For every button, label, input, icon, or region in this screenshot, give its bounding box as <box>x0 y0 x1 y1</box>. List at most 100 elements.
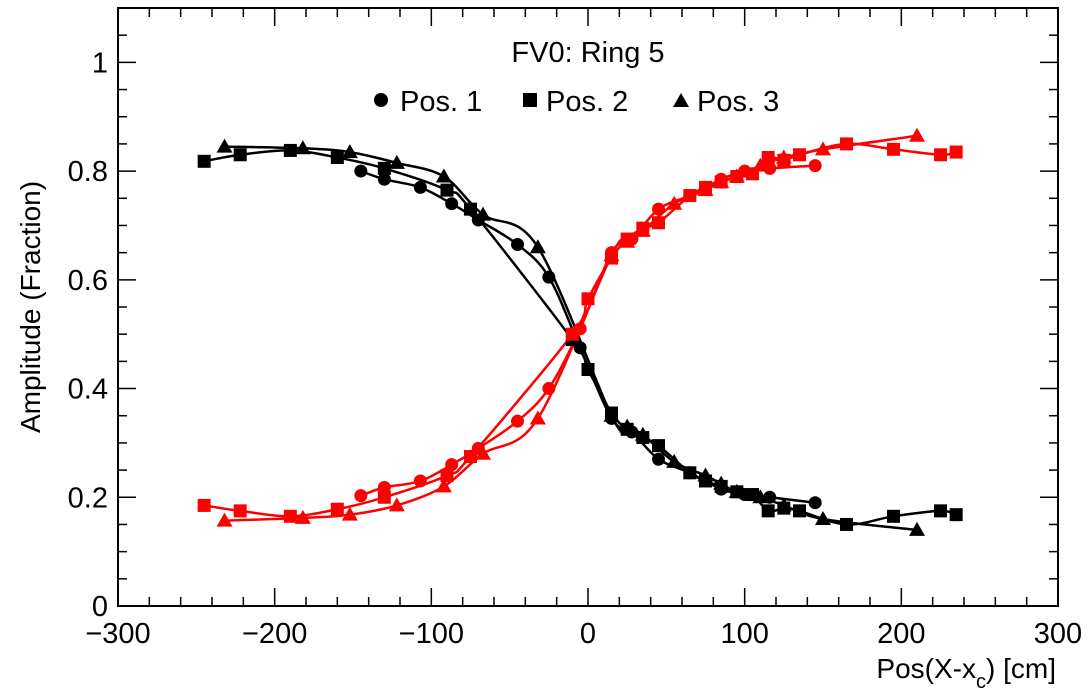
data-point-triangle <box>216 138 233 153</box>
data-point-circle <box>445 458 459 472</box>
data-point-square <box>330 151 344 164</box>
legend-marker-triangle <box>673 93 689 107</box>
data-point-square <box>377 161 391 175</box>
data-point-circle <box>354 489 368 503</box>
data-point-triangle <box>529 410 546 425</box>
data-point-triangle <box>435 168 452 183</box>
data-point-square <box>581 363 595 377</box>
data-point-circle <box>542 382 556 396</box>
data-point-circle <box>377 172 391 186</box>
data-point-triangle <box>815 511 831 526</box>
data-point-square <box>840 517 853 531</box>
data-point-square <box>233 504 247 518</box>
data-point-triangle <box>619 418 636 433</box>
data-point-triangle <box>603 407 620 422</box>
data-point-square <box>565 327 579 341</box>
data-point-circle <box>808 159 822 173</box>
y-axis-label: Amplitude (Fraction) <box>15 181 46 433</box>
data-point-triangle <box>666 195 683 210</box>
data-point-square <box>377 490 391 504</box>
data-point-square <box>840 137 853 151</box>
data-point-triangle <box>815 141 831 156</box>
data-point-triangle <box>713 475 730 490</box>
data-point-triangle <box>728 483 745 498</box>
data-point-triangle <box>475 206 492 221</box>
data-point-triangle <box>697 182 714 197</box>
data-point-triangle <box>713 173 730 188</box>
data-point-triangle <box>909 521 925 536</box>
x-tick-label: 100 <box>720 618 768 650</box>
data-point-triangle <box>619 233 636 248</box>
legend-label-pos3: Pos. 3 <box>697 86 779 118</box>
data-point-square <box>949 145 963 159</box>
data-point-triangle <box>341 144 358 159</box>
x-axis-label-subscript: c <box>976 671 986 693</box>
axis-ticks <box>117 7 1059 607</box>
data-point-square <box>761 151 775 164</box>
data-point-circle <box>445 197 459 211</box>
data-point-square <box>887 509 900 523</box>
data-point-square <box>440 469 454 483</box>
data-point-triangle <box>388 497 405 512</box>
data-point-square <box>652 216 665 230</box>
data-point-triangle <box>752 157 769 172</box>
data-point-triangle <box>728 168 745 183</box>
data-point-triangle <box>697 467 714 482</box>
y-tick-label: 0.8 <box>68 156 108 188</box>
data-point-triangle <box>294 140 311 155</box>
data-point-triangle <box>775 497 792 512</box>
data-point-triangle <box>634 222 651 237</box>
legend-marker-circle <box>374 93 388 107</box>
data-point-circle <box>377 480 391 494</box>
data-point-square <box>934 504 947 518</box>
y-tick-label: 0.2 <box>68 482 108 514</box>
data-point-triangle <box>775 149 792 164</box>
legend: Pos. 1 Pos. 2 Pos. 3 <box>374 86 779 118</box>
data-point-square <box>934 148 947 162</box>
data-point-square <box>283 143 297 157</box>
x-tick-label: −100 <box>399 618 464 650</box>
data-point-triangle <box>529 239 546 254</box>
legend-label-pos2: Pos. 2 <box>546 86 628 118</box>
tick-labels: −300 −200 −100 0 100 200 300 0 0.2 0.4 0.6 0.8 1 <box>68 47 1083 650</box>
data-point-square <box>464 450 477 463</box>
data-point-circle <box>413 474 427 488</box>
data-point-circle <box>808 496 822 510</box>
data-point-square <box>233 148 247 162</box>
data-point-square <box>683 189 697 203</box>
y-tick-label: 0.6 <box>68 265 108 297</box>
x-tick-label: 0 <box>580 618 596 650</box>
chart-title: FV0: Ring 5 <box>511 37 664 69</box>
legend-marker-square <box>523 93 537 107</box>
x-axis-label-main: Pos(X-x <box>876 653 976 684</box>
x-tick-label: −200 <box>242 618 307 650</box>
x-tick-label: −300 <box>85 618 150 650</box>
data-point-square <box>949 508 963 522</box>
data-point-square <box>197 154 211 168</box>
data-point-square <box>683 466 697 480</box>
data-point-triangle <box>666 453 683 468</box>
data-point-circle <box>652 202 665 216</box>
x-axis-label-suffix: ) [cm] <box>986 653 1056 684</box>
data-point-square <box>440 183 454 197</box>
x-tick-label: 300 <box>1034 618 1082 650</box>
data-point-triangle <box>435 478 452 493</box>
y-tick-label: 0 <box>92 591 108 623</box>
data-point-circle <box>354 164 368 178</box>
x-tick-label: 200 <box>877 618 925 650</box>
data-point-triangle <box>634 426 651 441</box>
data-point-circle <box>511 414 524 428</box>
legend-label-pos1: Pos. 1 <box>400 86 482 118</box>
data-point-square <box>793 148 806 162</box>
data-point-square <box>283 509 297 523</box>
data-point-triangle <box>752 489 769 504</box>
data-point-square <box>793 504 806 518</box>
data-point-circle <box>542 270 556 284</box>
data-point-triangle <box>388 154 405 169</box>
data-point-triangle <box>603 247 620 262</box>
data-point-square <box>652 439 665 453</box>
data-point-square <box>464 202 477 216</box>
